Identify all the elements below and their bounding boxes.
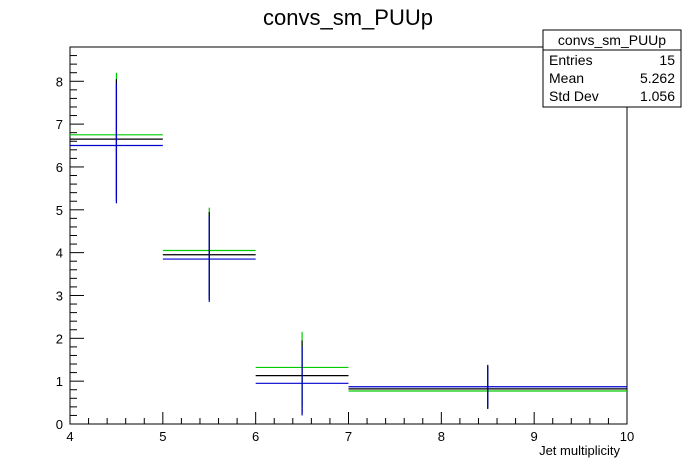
x-tick-label: 7 [345,429,352,444]
y-tick-label: 2 [56,331,63,346]
stats-name: convs_sm_PUUp [558,32,666,48]
y-tick-label: 5 [56,203,63,218]
stats-stddev-label: Std Dev [549,88,599,104]
y-tick-label: 8 [56,74,63,89]
stats-entries-value: 15 [659,52,675,68]
x-tick-label: 10 [620,429,634,444]
stats-box: convs_sm_PUUp Entries 15 Mean 5.262 Std … [542,29,682,108]
stats-box-frame [542,29,682,108]
x-tick-label: 9 [531,429,538,444]
axis-ticks: 4 5 6 7 8 9 10 0 1 2 3 4 5 6 7 8 [56,46,634,444]
y-tick-label: 3 [56,288,63,303]
y-tick-label: 4 [56,246,63,261]
y-tick-label: 0 [56,417,63,432]
x-tick-label: 6 [252,429,259,444]
x-tick-label: 5 [159,429,166,444]
y-tick-label: 6 [56,160,63,175]
y-tick-label: 7 [56,117,63,132]
x-tick-label: 8 [438,429,445,444]
chart-title: convs_sm_PUUp [263,5,433,30]
stats-mean-value: 5.262 [640,70,675,86]
data-markers [70,72,627,416]
y-tick-label: 1 [56,374,63,389]
x-axis-label: Jet multiplicity [539,443,620,458]
stats-mean-label: Mean [549,70,584,86]
x-tick-label: 4 [66,429,73,444]
stats-stddev-value: 1.056 [640,88,675,104]
stats-entries-label: Entries [549,52,593,68]
